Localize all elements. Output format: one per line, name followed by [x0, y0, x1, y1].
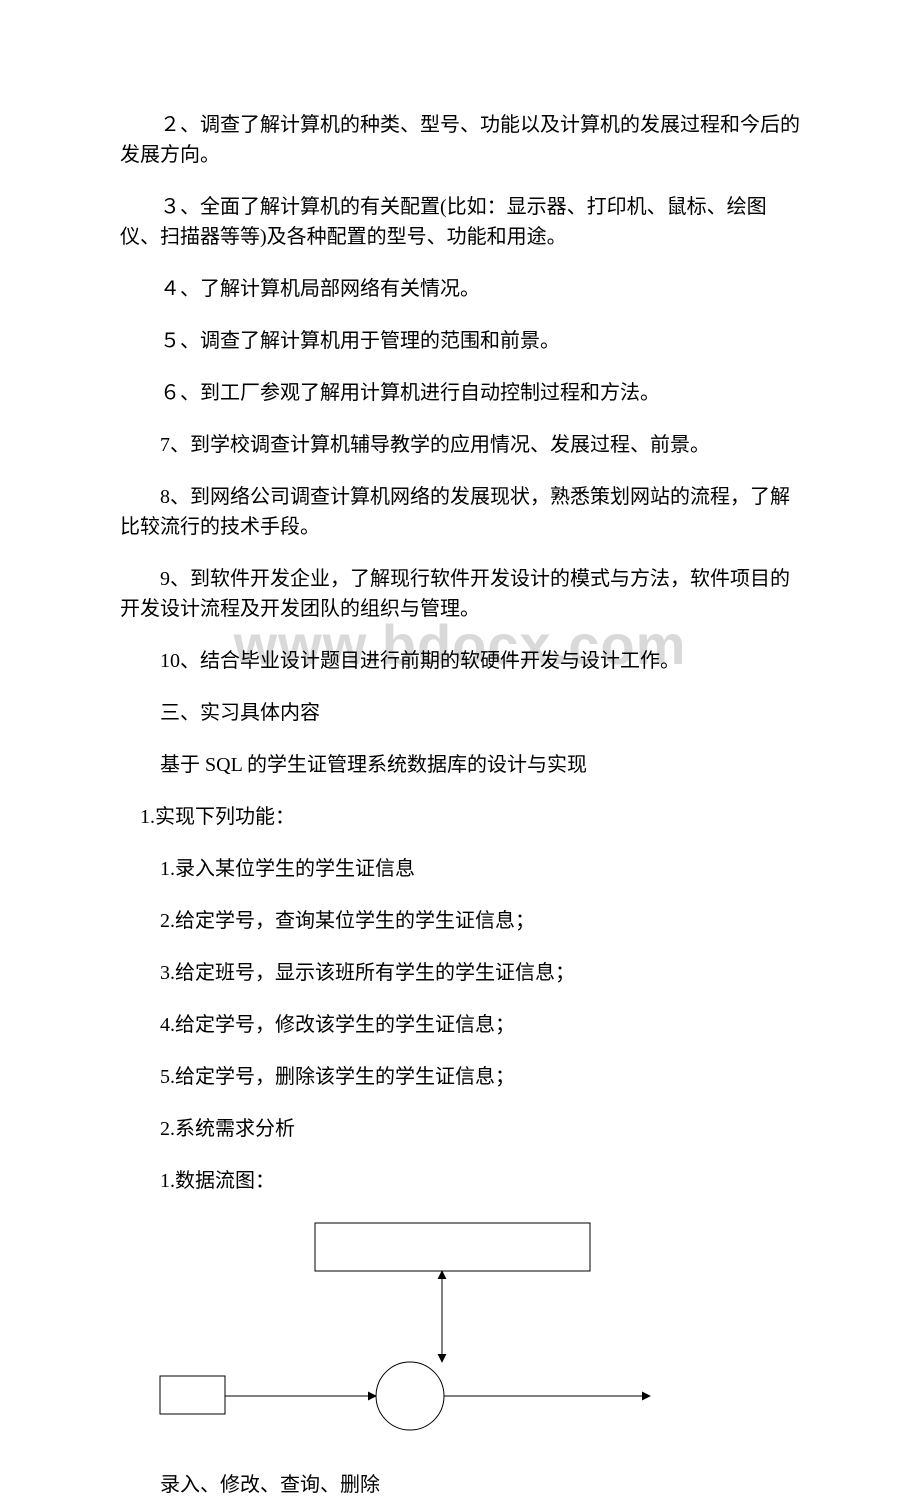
paragraph-item-5: ５、调查了解计算机用于管理的范围和前景。 — [120, 326, 800, 356]
function-item-5: 5.给定学号，删除该学生的学生证信息； — [120, 1062, 800, 1092]
dataflow-diagram — [120, 1218, 800, 1448]
paragraph-item-4: ４、了解计算机局部网络有关情况。 — [120, 274, 800, 304]
paragraph-item-3: ３、全面了解计算机的有关配置(比如：显示器、打印机、鼠标、绘图仪、扫描器等等)及… — [120, 192, 800, 252]
section-three-heading: 三、实习具体内容 — [120, 698, 800, 728]
function-list-label: 1.实现下列功能： — [120, 802, 800, 832]
function-item-2: 2.给定学号，查询某位学生的学生证信息； — [120, 906, 800, 936]
paragraph-item-7: 7、到学校调查计算机辅导教学的应用情况、发展过程、前景。 — [120, 430, 800, 460]
dataflow-label: 1.数据流图： — [120, 1166, 800, 1196]
paragraph-item-2: ２、调查了解计算机的种类、型号、功能以及计算机的发展过程和今后的发展方向。 — [120, 110, 800, 170]
paragraph-item-10: 10、结合毕业设计题目进行前期的软硬件开发与设计工作。 — [120, 646, 800, 676]
flowchart-svg — [120, 1218, 680, 1448]
diagram-caption: 录入、修改、查询、删除 — [120, 1470, 800, 1500]
section-requirements: 2.系统需求分析 — [120, 1114, 800, 1144]
paragraph-item-9: 9、到软件开发企业，了解现行软件开发设计的模式与方法，软件项目的开发设计流程及开… — [120, 564, 800, 624]
document-content: ２、调查了解计算机的种类、型号、功能以及计算机的发展过程和今后的发展方向。 ３、… — [0, 0, 920, 1500]
project-title: 基于 SQL 的学生证管理系统数据库的设计与实现 — [120, 750, 800, 780]
function-item-4: 4.给定学号，修改该学生的学生证信息； — [120, 1010, 800, 1040]
function-item-1: 1.录入某位学生的学生证信息 — [120, 854, 800, 884]
function-item-3: 3.给定班号，显示该班所有学生的学生证信息； — [120, 958, 800, 988]
paragraph-item-8: 8、到网络公司调查计算机网络的发展现状，熟悉策划网站的流程，了解比较流行的技术手… — [120, 482, 800, 542]
paragraph-item-6: ６、到工厂参观了解用计算机进行自动控制过程和方法。 — [120, 378, 800, 408]
